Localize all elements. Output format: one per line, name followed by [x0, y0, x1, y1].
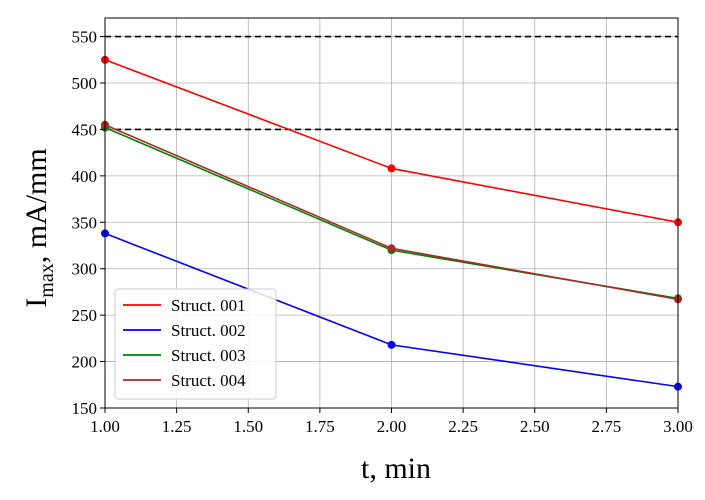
legend-box — [114, 288, 277, 400]
y-tick-label: 550 — [72, 28, 98, 47]
y-tick-label: 450 — [72, 120, 98, 139]
x-axis-title: t, min — [361, 452, 431, 485]
data-point — [387, 244, 396, 253]
legend-label: Struct. 002 — [171, 321, 246, 340]
y-axis-title-subscript: max — [36, 263, 58, 297]
x-tick-label: 2.75 — [592, 417, 622, 436]
y-axis-title-main: I — [20, 298, 53, 308]
axis-ticks: 1.00 1.25 1.50 1.75 2.00 2.25 2.50 2.75 3.00 150 2… — [72, 28, 693, 436]
legend-label: Struct. 003 — [171, 346, 246, 365]
x-tick-label: 2.50 — [520, 417, 550, 436]
data-point — [387, 164, 396, 173]
x-tick-label: 3.00 — [663, 417, 693, 436]
y-axis-title-rest: , mA/mm — [20, 148, 53, 263]
y-tick-label: 200 — [72, 353, 98, 372]
y-tick-label: 400 — [72, 167, 98, 186]
x-tick-label: 1.75 — [305, 417, 335, 436]
x-tick-label: 1.00 — [90, 417, 120, 436]
legend: Struct. 001 Struct. 002 Struct. 003 Struct.… — [114, 288, 277, 400]
legend-label: Struct. 004 — [171, 371, 246, 390]
y-tick-label: 350 — [72, 213, 98, 232]
y-tick-label: 500 — [72, 74, 98, 93]
y-tick-label: 250 — [72, 306, 98, 325]
x-tick-label: 1.25 — [162, 417, 192, 436]
y-tick-label: 150 — [72, 399, 98, 418]
legend-label: Struct. 001 — [171, 296, 246, 315]
x-tick-label: 2.00 — [377, 417, 407, 436]
data-point — [387, 340, 396, 349]
y-axis-title: Imax, mA/mm — [20, 148, 58, 307]
reference-lines — [105, 35, 678, 131]
x-tick-label: 2.25 — [448, 417, 478, 436]
y-tick-label: 300 — [72, 260, 98, 279]
x-tick-label: 1.50 — [233, 417, 263, 436]
